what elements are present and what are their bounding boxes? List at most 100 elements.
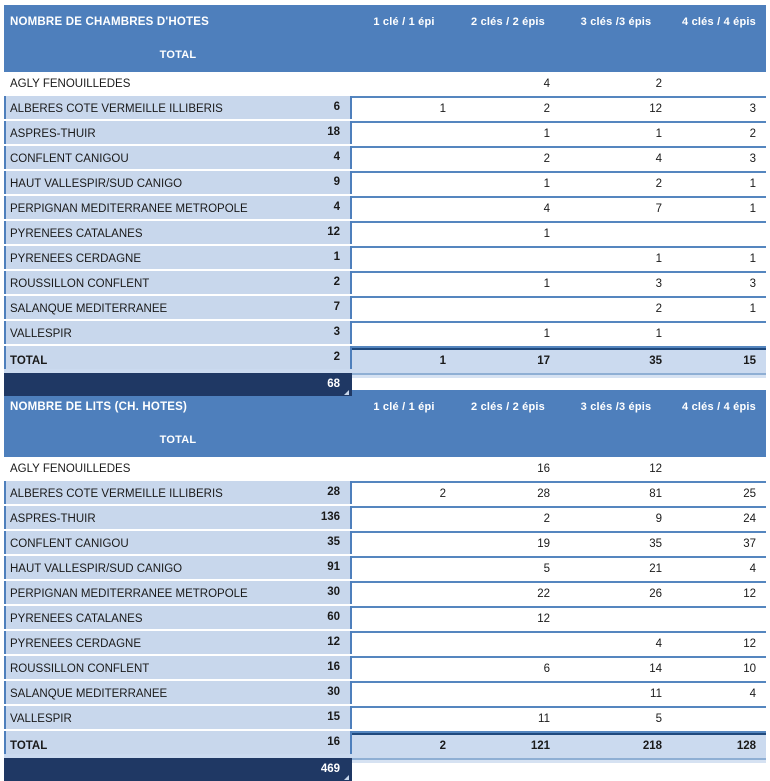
cell-row-total: 91: [4, 556, 352, 579]
table-row: ALBERES COTE VERMEILLE ILLIBERIS 1 2 12 3 18: [4, 98, 766, 144]
cell-value: 3: [749, 278, 756, 290]
cell-value: 1: [543, 278, 550, 290]
row-label: ALBERES COTE VERMEILLE ILLIBERIS: [10, 488, 223, 500]
cell-row-total: 2: [4, 346, 352, 369]
cell-value: [352, 323, 456, 346]
row-label: PERPIGNAN MEDITERRANEE METROPOLE: [10, 203, 248, 215]
grand-total-cell: 469: [4, 758, 352, 781]
row-label: SALANQUE MEDITERRANEE: [10, 688, 168, 700]
row-label: VALLESPIR: [10, 713, 72, 725]
cell-row-total: 60: [4, 606, 352, 629]
row-label: PYRENEES CERDAGNE: [10, 253, 142, 265]
table-row: PYRENEES CERDAGNE 1 1 2: [4, 248, 766, 294]
cell-value: 2: [655, 78, 662, 90]
cell-value: 2: [543, 153, 550, 165]
cell-value: 4: [749, 688, 756, 700]
cell-value: 10: [743, 663, 756, 675]
cell-value: [672, 323, 766, 346]
table-row: PYRENEES CERDAGNE 4 12 16: [4, 633, 766, 679]
table-bottom-edge: [4, 760, 766, 763]
cell-value: 1: [543, 178, 550, 190]
total-row-label: TOTAL: [10, 740, 48, 752]
table-row: ASPRES-THUIR 2 9 24 35: [4, 508, 766, 554]
cell-value: 4: [543, 78, 550, 90]
cell-value: [352, 608, 456, 631]
cell-value: 81: [649, 488, 662, 500]
total-row: TOTAL 1 17 35 15 68: [4, 348, 766, 396]
cell-value: 1: [749, 203, 756, 215]
cell-value: 26: [649, 588, 662, 600]
cell-value: [560, 223, 672, 246]
cell-row-total: 7: [4, 296, 352, 319]
table-header: NOMBRE DE CHAMBRES D'HOTES 1 clé / 1 épi…: [4, 5, 766, 72]
row-label: HAUT VALLESPIR/SUD CANIGO: [10, 178, 183, 190]
total-row: TOTAL 2 121 218 128 469: [4, 733, 766, 781]
cell-value: 19: [537, 538, 550, 550]
cell-row-total: 1: [4, 246, 352, 269]
cell-value: [672, 608, 766, 631]
cell-value: [352, 223, 456, 246]
cell-value: 2: [749, 128, 756, 140]
column-header-3cles: 3 clés /3 épis: [580, 400, 652, 413]
table-row: CONFLENT CANIGOU 2 4 3 9: [4, 148, 766, 194]
cell-value: [352, 633, 456, 656]
cell-value: 12: [743, 588, 756, 600]
cell-value: 2: [543, 513, 550, 525]
cell-value: 2: [439, 488, 446, 500]
cell-value: 11: [538, 713, 550, 725]
column-header-4cles: 4 clés / 4 épis: [682, 400, 756, 413]
cell-column-total: 17: [537, 355, 550, 367]
row-label: CONFLENT CANIGOU: [10, 538, 129, 550]
table-row: HAUT VALLESPIR/SUD CANIGO 5 21 4 30: [4, 558, 766, 604]
column-header-total: TOTAL: [159, 434, 197, 447]
row-label: AGLY FENOUILLEDES: [10, 463, 131, 475]
cell-value: 1: [439, 103, 446, 115]
cell-value: [672, 73, 766, 96]
cell-value: 12: [537, 613, 550, 625]
cell-row-total: 18: [4, 121, 352, 144]
page: NOMBRE DE CHAMBRES D'HOTES 1 clé / 1 épi…: [4, 5, 766, 781]
row-label: ALBERES COTE VERMEILLE ILLIBERIS: [10, 103, 223, 115]
cell-value: [352, 658, 456, 681]
column-header-1cle: 1 clé / 1 épi: [373, 400, 435, 413]
table-row: SALANQUE MEDITERRANEE 11 4 15: [4, 683, 766, 729]
table-title: NOMBRE DE CHAMBRES D'HOTES: [10, 15, 209, 28]
table-chambres-hotes: NOMBRE DE CHAMBRES D'HOTES 1 clé / 1 épi…: [4, 5, 766, 396]
cell-value: [456, 298, 560, 321]
grand-total-cell: 68: [4, 373, 352, 396]
cell-value: 7: [655, 203, 662, 215]
cell-value: 4: [655, 153, 662, 165]
cell-value: [352, 533, 456, 556]
table-row: AGLY FENOUILLEDES 16 12 28: [4, 458, 766, 504]
column-header-1cle: 1 clé / 1 épi: [373, 15, 435, 28]
cell-value: [352, 558, 456, 581]
row-label: SALANQUE MEDITERRANEE: [10, 303, 168, 315]
cell-value: 1: [543, 228, 550, 240]
table-row: PERPIGNAN MEDITERRANEE METROPOLE 22 26 12 60: [4, 583, 766, 629]
cell-value: 4: [655, 638, 662, 650]
column-header-3cles: 3 clés /3 épis: [580, 15, 652, 28]
cell-value: 22: [537, 588, 550, 600]
cell-value: 12: [649, 103, 662, 115]
cell-row-total: 35: [4, 531, 352, 554]
cell-value: [352, 248, 456, 271]
row-label: ROUSSILLON CONFLENT: [10, 663, 150, 675]
cell-value: 5: [543, 563, 550, 575]
cell-column-total: 35: [649, 355, 662, 367]
column-header-2cles: 2 clés / 2 épis: [471, 400, 545, 413]
cell-value: 14: [649, 663, 662, 675]
cell-value: 2: [655, 178, 662, 190]
table-row: ROUSSILLON CONFLENT 1 3 3 7: [4, 273, 766, 319]
cell-value: 12: [743, 638, 756, 650]
cell-value: 6: [543, 663, 550, 675]
cell-row-total: 4: [4, 196, 352, 219]
cell-row-total: 12: [4, 221, 352, 244]
cell-value: 3: [749, 153, 756, 165]
cell-row-total: 136: [4, 506, 352, 529]
cell-value: 37: [743, 538, 756, 550]
cell-value: [672, 708, 766, 731]
cell-row-total: 16: [4, 656, 352, 679]
cell-row-total: 9: [4, 171, 352, 194]
cell-value: [352, 123, 456, 146]
cell-value: [352, 583, 456, 606]
